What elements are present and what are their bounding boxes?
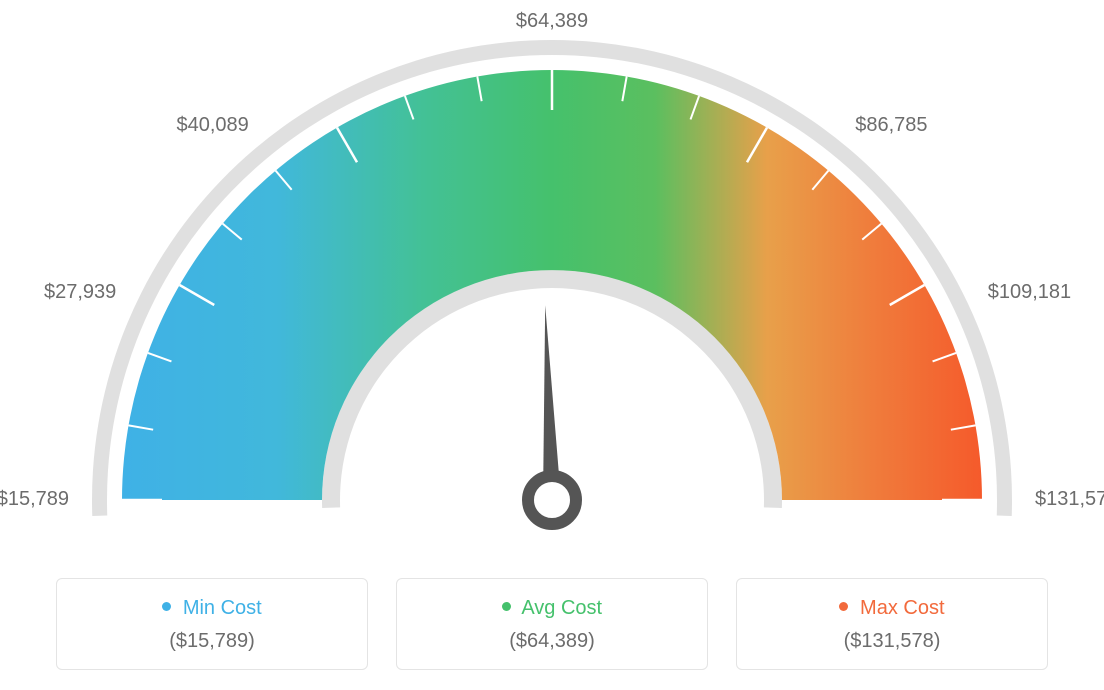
legend-card-min: Min Cost ($15,789) (56, 578, 368, 670)
gauge-scale-label: $131,578 (1035, 488, 1104, 511)
legend-value-max: ($131,578) (737, 630, 1047, 653)
legend-title-text: Min Cost (183, 597, 262, 619)
gauge-svg (0, 0, 1104, 560)
legend-title-max: Max Cost (737, 597, 1047, 620)
legend-value-min: ($15,789) (57, 630, 367, 653)
legend-title-min: Min Cost (57, 597, 367, 620)
gauge-scale-label: $40,089 (134, 114, 249, 137)
dot-icon (162, 602, 171, 611)
gauge-scale-label: $64,389 (492, 10, 612, 33)
gauge-scale-label: $27,939 (1, 281, 116, 304)
gauge-chart: $15,789 $27,939 $40,089 $64,389 $86,785 $109,… (0, 0, 1104, 560)
gauge-scale-label: $109,181 (988, 281, 1071, 304)
legend-row: Min Cost ($15,789) Avg Cost ($64,389) Ma… (0, 578, 1104, 670)
legend-title-avg: Avg Cost (397, 597, 707, 620)
chart-container: $15,789 $27,939 $40,089 $64,389 $86,785 $109,… (0, 0, 1104, 690)
gauge-scale-label: $15,789 (0, 488, 69, 511)
legend-title-text: Avg Cost (521, 597, 602, 619)
dot-icon (502, 602, 511, 611)
legend-card-avg: Avg Cost ($64,389) (396, 578, 708, 670)
legend-value-avg: ($64,389) (397, 630, 707, 653)
legend-title-text: Max Cost (860, 597, 944, 619)
gauge-scale-label: $86,785 (855, 114, 927, 137)
dot-icon (839, 602, 848, 611)
legend-card-max: Max Cost ($131,578) (736, 578, 1048, 670)
